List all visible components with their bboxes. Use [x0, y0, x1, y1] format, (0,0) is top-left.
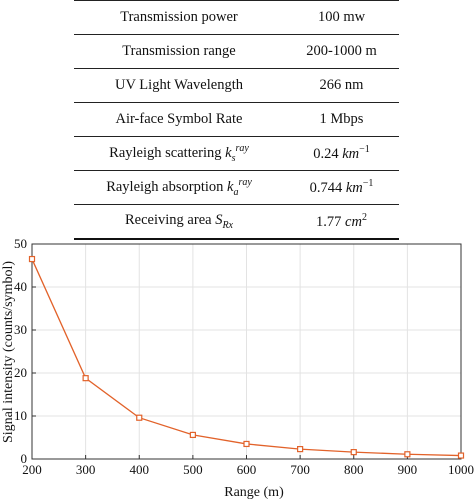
param-value: 1.77 cm2 — [284, 204, 399, 240]
axes: 200 300 400 500 600 700 800 900 1000 0 10 20 30 40 50 — [14, 236, 474, 477]
grid — [31, 243, 462, 460]
table-row: Rayleigh absorption karay 0.744 km−1 — [74, 170, 399, 205]
param-name: UV Light Wavelength — [74, 68, 284, 103]
data-point — [136, 414, 143, 421]
param-value: 1 Mbps — [284, 102, 399, 137]
data-point — [189, 431, 196, 439]
table-row: UV Light Wavelength 266 nm — [74, 68, 399, 103]
y-tick-label: 20 — [14, 365, 27, 380]
x-tick-label: 500 — [183, 462, 203, 477]
data-point — [404, 451, 411, 458]
x-tick-label: 200 — [22, 462, 42, 477]
y-tick-label: 50 — [14, 236, 27, 251]
data-point — [82, 375, 89, 382]
table-row: Rayleigh scattering ksray 0.24 km−1 — [74, 136, 399, 171]
data-point — [457, 452, 465, 459]
x-tick-label: 600 — [237, 462, 257, 477]
y-tick-label: 40 — [14, 279, 27, 294]
x-tick-label: 1000 — [448, 462, 474, 477]
data-point — [28, 255, 36, 263]
param-symbol: SRx — [215, 212, 233, 231]
y-tick-label: 10 — [14, 408, 27, 423]
y-tick-label: 30 — [14, 322, 27, 337]
table-row: Receiving area SRx 1.77 cm2 — [74, 204, 399, 240]
table-row: Transmission range 200-1000 m — [74, 34, 399, 69]
param-symbol: karay — [227, 177, 252, 198]
data-point — [350, 449, 357, 456]
series — [28, 255, 465, 459]
param-value: 266 nm — [284, 68, 399, 103]
signal-intensity-chart: 200 300 400 500 600 700 800 900 100001020304050 … — [1, 236, 474, 499]
param-name: Transmission power — [74, 0, 284, 35]
param-name: Rayleigh scattering ksray — [74, 136, 284, 171]
param-value: 100 mw — [284, 0, 399, 35]
y-axis-label: Signal intensity (counts/symbol) — [1, 261, 16, 443]
x-tick-label: 800 — [344, 462, 364, 477]
param-name: Transmission range — [74, 34, 284, 69]
param-label: Receiving area — [125, 212, 212, 229]
parameter-table: Transmission power 100 mw Transmission r… — [74, 0, 399, 240]
param-symbol: ksray — [225, 143, 249, 164]
param-value: 0.744 km−1 — [284, 170, 399, 205]
data-point — [243, 440, 250, 448]
x-tick-label: 700 — [290, 462, 310, 477]
param-label: Rayleigh scattering — [109, 144, 222, 161]
param-value: 200-1000 m — [284, 34, 399, 69]
data-point — [297, 446, 304, 453]
x-tick-label: 400 — [130, 462, 150, 477]
param-name: Receiving area SRx — [74, 204, 284, 240]
table-row: Transmission power 100 mw — [74, 0, 399, 35]
x-tick-label: 900 — [398, 462, 418, 477]
x-tick-label: 300 — [76, 462, 96, 477]
param-label: Rayleigh absorption — [106, 178, 224, 195]
param-value: 0.24 km−1 — [284, 136, 399, 171]
param-name: Rayleigh absorption karay — [74, 170, 284, 205]
y-tick-label: 0 — [21, 451, 28, 466]
table-row: Air-face Symbol Rate 1 Mbps — [74, 102, 399, 137]
x-axis-label: Range (m) — [224, 485, 284, 499]
param-name: Air-face Symbol Rate — [74, 102, 284, 137]
